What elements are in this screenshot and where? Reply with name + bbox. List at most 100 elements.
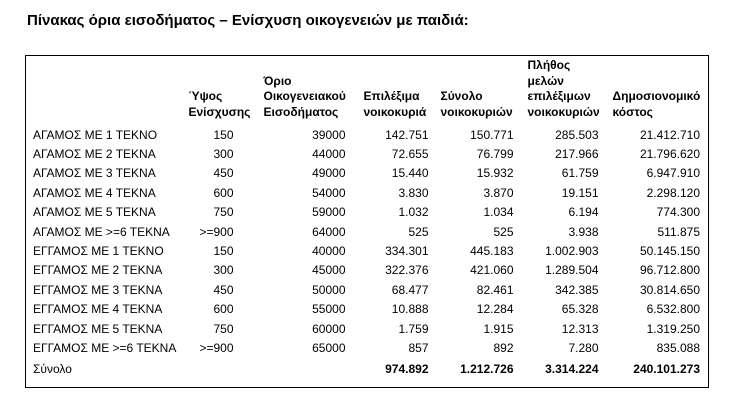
table-row: ΑΓΑΜΟΣ ΜΕ 2 ΤΕΚΝΑ 300 44000 72.655 76.799 217…: [26, 144, 709, 163]
cell-family-income-limit: 65000: [312, 340, 346, 355]
cell-family-income-limit: 54000: [312, 185, 346, 200]
cell-eligible-household-members: 342.385: [555, 282, 599, 297]
cell-family-income-limit: 55000: [312, 302, 346, 317]
cell-fiscal-cost: 240.101.273: [633, 361, 700, 376]
column-header-category: [26, 56, 181, 126]
row-label: ΑΓΑΜΟΣ ΜΕ 1 ΤΕΚΝΟ: [33, 127, 158, 142]
row-label: ΑΓΑΜΟΣ ΜΕ 2 ΤΕΚΝΑ: [33, 147, 156, 162]
column-header-family-income-limit: Όριο Οικογενειακού Εισοδήματος: [263, 73, 346, 119]
cell-eligible-households: 15.440: [391, 166, 429, 181]
cell-eligible-household-members: 6.194: [568, 205, 599, 220]
row-label: ΕΓΓΑΜΟΣ ΜΕ 4 ΤΕΚΝΑ: [33, 302, 163, 317]
column-header-eligible-household-members: Πλήθος μελών επιλέξιμων νοικοκυριών: [527, 58, 600, 119]
cell-total-households: 15.932: [476, 166, 514, 181]
cell-total-households: 150.771: [470, 127, 514, 142]
cell-family-income-limit: [249, 358, 353, 388]
cell-aid-amount: 150: [213, 244, 234, 259]
header-row: Ύψος Ενίσχυσης Όριο Οικογενειακού Εισοδήμ…: [26, 56, 709, 126]
cell-eligible-households: 1.759: [398, 321, 429, 336]
cell-eligible-household-members: 3.938: [568, 224, 599, 239]
cell-eligible-households: 974.892: [385, 361, 429, 376]
cell-family-income-limit: 49000: [312, 166, 346, 181]
cell-total-households: 892: [493, 340, 514, 355]
table-row: ΑΓΑΜΟΣ ΜΕ 5 ΤΕΚΝΑ 750 59000 1.032 1.034 6.194…: [26, 203, 709, 222]
row-label: ΑΓΑΜΟΣ ΜΕ 4 ΤΕΚΝΑ: [33, 185, 156, 200]
cell-aid-amount: [181, 358, 249, 388]
row-label: ΕΓΓΑΜΟΣ ΜΕ 1 ΤΕΚΝΟ: [33, 244, 164, 259]
cell-fiscal-cost: 774.300: [656, 205, 700, 220]
cell-total-households: 525: [493, 224, 514, 239]
cell-eligible-household-members: 1.002.903: [545, 244, 599, 259]
cell-eligible-household-members: 7.280: [568, 340, 599, 355]
row-label: ΕΓΓΑΜΟΣ ΜΕ 5 ΤΕΚΝΑ: [33, 321, 163, 336]
table-row: ΕΓΓΑΜΟΣ ΜΕ 4 ΤΕΚΝΑ 600 55000 10.888 12.284 65…: [26, 300, 709, 319]
cell-eligible-households: 68.477: [391, 282, 429, 297]
cell-eligible-household-members: 1.289.504: [545, 263, 599, 278]
row-label: ΑΓΑΜΟΣ ΜΕ >=6 ΤΕΚΝΑ: [33, 224, 170, 239]
cell-total-households: 76.799: [476, 147, 514, 162]
cell-family-income-limit: 40000: [312, 244, 346, 259]
table-row: ΑΓΑΜΟΣ ΜΕ 4 ΤΕΚΝΑ 600 54000 3.830 3.870 19.15…: [26, 183, 709, 202]
cell-aid-amount: 450: [213, 282, 234, 297]
row-label: ΕΓΓΑΜΟΣ ΜΕ >=6 ΤΕΚΝΑ: [33, 340, 177, 355]
cell-total-households: 1.915: [483, 321, 514, 336]
table-row: ΑΓΑΜΟΣ ΜΕ >=6 ΤΕΚΝΑ >=900 64000 525 525 3.938…: [26, 222, 709, 241]
column-header-eligible-households: Επιλέξιμα νοικοκυριά: [363, 89, 427, 119]
table-header: Ύψος Ενίσχυσης Όριο Οικογενειακού Εισοδήμ…: [26, 56, 709, 126]
cell-eligible-households: 322.376: [385, 263, 429, 278]
cell-eligible-households: 334.301: [385, 244, 429, 259]
cell-fiscal-cost: 511.875: [657, 224, 701, 239]
table-row: ΑΓΑΜΟΣ ΜΕ 1 ΤΕΚΝΟ 150 39000 142.751 150.771 2…: [26, 125, 709, 144]
row-label: ΕΓΓΑΜΟΣ ΜΕ 2 ΤΕΚΝΑ: [33, 263, 163, 278]
cell-aid-amount: 450: [213, 166, 234, 181]
income-limits-table: Ύψος Ενίσχυσης Όριο Οικογενειακού Εισοδήμ…: [25, 55, 709, 388]
table-row: ΕΓΓΑΜΟΣ ΜΕ 3 ΤΕΚΝΑ 450 50000 68.477 82.461 34…: [26, 280, 709, 299]
cell-total-households: 1.212.726: [460, 361, 514, 376]
total-row: Σύνολο 974.892 1.212.726 3.314.224 240.101.2…: [26, 358, 709, 388]
cell-family-income-limit: 59000: [312, 205, 346, 220]
cell-aid-amount: 750: [213, 205, 234, 220]
cell-eligible-households: 72.655: [391, 147, 429, 162]
row-label: Σύνολο: [33, 361, 72, 376]
cell-total-households: 3.870: [483, 185, 514, 200]
table-row: ΕΓΓΑΜΟΣ ΜΕ >=6 ΤΕΚΝΑ >=900 65000 857 892 7.28…: [26, 338, 709, 357]
cell-fiscal-cost: 30.814.650: [639, 282, 700, 297]
cell-fiscal-cost: 1.319.250: [646, 321, 700, 336]
cell-eligible-household-members: 217.966: [555, 147, 599, 162]
cell-aid-amount: 600: [213, 185, 234, 200]
cell-aid-amount: 300: [213, 147, 234, 162]
cell-total-households: 82.461: [476, 282, 514, 297]
column-header-aid-amount: Ύψος Ενίσχυσης: [188, 89, 251, 119]
cell-eligible-households: 1.032: [398, 205, 429, 220]
cell-fiscal-cost: 50.145.150: [639, 244, 700, 259]
cell-family-income-limit: 50000: [312, 282, 346, 297]
table-row: ΕΓΓΑΜΟΣ ΜΕ 1 ΤΕΚΝΟ 150 40000 334.301 445.183…: [26, 241, 709, 260]
column-header-total-households: Σύνολο νοικοκυριών: [440, 89, 513, 119]
cell-fiscal-cost: 835.088: [656, 340, 700, 355]
table-row: ΕΓΓΑΜΟΣ ΜΕ 5 ΤΕΚΝΑ 750 60000 1.759 1.915 12.3…: [26, 319, 709, 338]
cell-aid-amount: >=900: [199, 224, 234, 239]
cell-eligible-household-members: 61.759: [561, 166, 599, 181]
cell-fiscal-cost: 6.532.800: [646, 302, 700, 317]
table-row: ΕΓΓΑΜΟΣ ΜΕ 2 ΤΕΚΝΑ 300 45000 322.376 421.060…: [26, 261, 709, 280]
cell-fiscal-cost: 21.796.620: [639, 147, 700, 162]
cell-eligible-households: 857: [408, 340, 429, 355]
cell-aid-amount: 300: [213, 263, 234, 278]
cell-eligible-household-members: 65.328: [561, 302, 599, 317]
cell-eligible-households: 10.888: [391, 302, 429, 317]
row-label: ΑΓΑΜΟΣ ΜΕ 5 ΤΕΚΝΑ: [33, 205, 156, 220]
cell-eligible-households: 525: [408, 224, 429, 239]
cell-aid-amount: 600: [213, 302, 234, 317]
cell-total-households: 445.183: [470, 244, 514, 259]
cell-family-income-limit: 44000: [312, 147, 346, 162]
cell-total-households: 1.034: [483, 205, 514, 220]
cell-fiscal-cost: 21.412.710: [639, 127, 700, 142]
column-header-fiscal-cost: Δημοσιονομικό κόστος: [612, 89, 701, 119]
cell-family-income-limit: 45000: [312, 263, 346, 278]
cell-eligible-households: 3.830: [398, 185, 429, 200]
cell-fiscal-cost: 96.712.800: [639, 263, 700, 278]
cell-total-households: 421.060: [470, 263, 514, 278]
cell-fiscal-cost: 2.298.120: [646, 185, 700, 200]
cell-aid-amount: 150: [213, 127, 234, 142]
cell-total-households: 12.284: [476, 302, 514, 317]
